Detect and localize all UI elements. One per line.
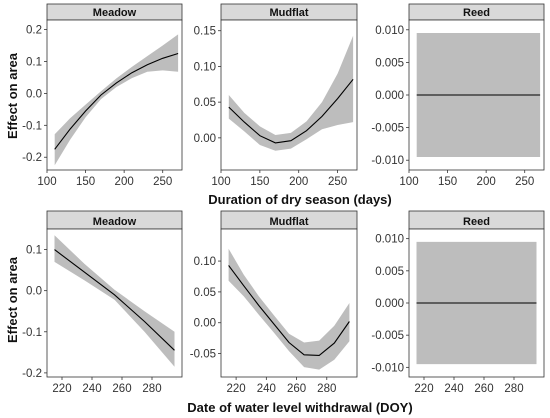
strip-label: Meadow xyxy=(93,7,137,19)
y-tick-label: -0.010 xyxy=(371,362,404,374)
x-tick-label: 100 xyxy=(211,176,230,188)
y-tick-label: -0.05 xyxy=(190,349,216,361)
strip-label: Mudflat xyxy=(269,216,308,228)
x-tick-label: 100 xyxy=(399,176,418,188)
y-tick-label: -0.010 xyxy=(371,155,404,167)
panel-reed-bottom: Reed -0.010 -0.005 0.000 0.005 0.010 220 240 260… xyxy=(371,210,545,395)
y-tick-label: -0.1 xyxy=(22,327,42,339)
y-tick-label: -0.005 xyxy=(371,330,404,342)
x-tick-label: 250 xyxy=(515,176,534,188)
x-tick-label: 220 xyxy=(414,383,433,395)
confidence-band xyxy=(228,248,350,370)
x-tick-label: 260 xyxy=(287,383,306,395)
x-axis-title-bottom: Date of water level withdrawal (DOY) xyxy=(187,400,412,415)
strip-label: Reed xyxy=(463,7,490,19)
confidence-band xyxy=(54,34,179,166)
y-tick-label: 0.2 xyxy=(26,25,42,37)
panel-border xyxy=(46,19,183,171)
x-axis-title-top: Duration of dry season (days) xyxy=(208,192,391,207)
strip-label: Meadow xyxy=(93,216,137,228)
y-tick-label: 0.005 xyxy=(375,266,404,278)
y-tick-label: -0.1 xyxy=(22,120,42,132)
x-tick-label: 150 xyxy=(250,176,269,188)
x-tick-label: 240 xyxy=(444,383,463,395)
x-tick-label: 260 xyxy=(474,383,493,395)
x-tick-label: 280 xyxy=(504,383,523,395)
fitted-line xyxy=(54,249,175,351)
x-tick-label: 200 xyxy=(289,176,308,188)
y-tick-label: 0.1 xyxy=(26,245,42,257)
y-tick-label: -0.2 xyxy=(22,152,42,164)
panel-meadow-bottom: Meadow -0.2 -0.1 0.0 0.1 220 240 260 280 xyxy=(22,210,183,395)
x-tick-label: 220 xyxy=(52,383,71,395)
y-tick-label: 0.10 xyxy=(194,256,216,268)
x-tick-label: 200 xyxy=(477,176,496,188)
y-tick-label: 0.0 xyxy=(26,88,42,100)
panel-mudflat-bottom: Mudflat -0.05 0.00 0.05 0.10 220 240 260 280 xyxy=(190,210,358,395)
x-tick-label: 240 xyxy=(257,383,276,395)
panel-meadow-top: Meadow -0.2 -0.1 0.0 0.1 0.2 100 150 200 250 xyxy=(22,3,183,188)
y-tick-label: -0.2 xyxy=(22,368,42,380)
x-tick-label: 200 xyxy=(115,176,134,188)
y-tick-label: 0.010 xyxy=(375,234,404,246)
x-tick-label: 150 xyxy=(76,176,95,188)
panel-mudflat-top: Mudflat 0.00 0.05 0.10 0.15 100 150 200 250 xyxy=(194,3,358,188)
y-tick-label: 0.00 xyxy=(194,318,216,330)
x-tick-label: 150 xyxy=(438,176,457,188)
y-tick-label: 0.000 xyxy=(375,298,404,310)
y-tick-label: 0.00 xyxy=(194,133,216,145)
y-tick-label: 0.05 xyxy=(194,287,216,299)
y-tick-label: 0.1 xyxy=(26,56,42,68)
y-axis-title-bottom: Effect on area xyxy=(5,256,20,343)
fitted-line xyxy=(228,265,350,356)
x-tick-label: 220 xyxy=(227,383,246,395)
y-tick-label: 0.010 xyxy=(375,25,404,37)
y-tick-label: 0.15 xyxy=(194,26,216,38)
x-tick-label: 260 xyxy=(112,383,131,395)
y-tick-label: 0.000 xyxy=(375,90,404,102)
x-tick-label: 250 xyxy=(328,176,347,188)
y-axis-title-top: Effect on area xyxy=(5,52,20,139)
strip-label: Mudflat xyxy=(269,7,308,19)
strip-label: Reed xyxy=(463,216,490,228)
y-tick-label: -0.005 xyxy=(371,123,404,135)
fitted-line xyxy=(54,52,179,150)
x-tick-label: 250 xyxy=(153,176,172,188)
x-tick-label: 280 xyxy=(142,383,161,395)
y-tick-label: 0.005 xyxy=(375,57,404,69)
y-tick-label: 0.10 xyxy=(194,61,216,73)
confidence-band xyxy=(228,35,354,151)
panel-reed-top: Reed -0.010 -0.005 0.000 0.005 0.010 100 150 200… xyxy=(371,3,545,188)
y-tick-label: 0.05 xyxy=(194,97,216,109)
fitted-line xyxy=(228,78,354,144)
x-tick-label: 100 xyxy=(37,176,56,188)
x-tick-label: 280 xyxy=(317,383,336,395)
confidence-band xyxy=(54,235,175,367)
x-tick-label: 240 xyxy=(82,383,101,395)
y-tick-label: 0.0 xyxy=(26,286,42,298)
